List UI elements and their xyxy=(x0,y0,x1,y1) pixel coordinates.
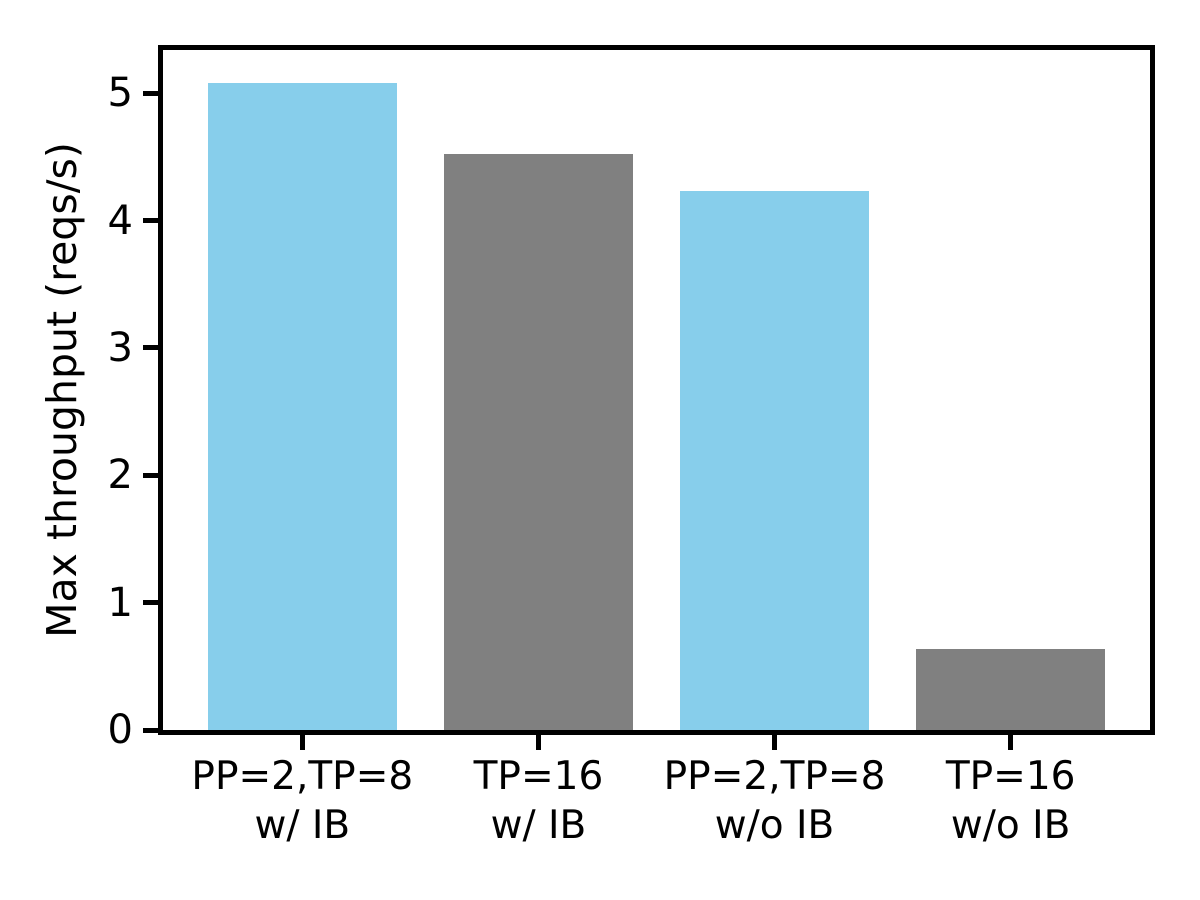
y-tick-mark-4 xyxy=(143,218,158,224)
y-tick-mark-3 xyxy=(143,345,158,351)
bar-3 xyxy=(916,648,1106,730)
x-tick-mark-1 xyxy=(535,735,541,750)
bar-1 xyxy=(443,154,633,730)
x-tick-mark-2 xyxy=(772,735,778,750)
x-tick-label-1: TP=16 w/ IB xyxy=(473,754,604,848)
bar-2 xyxy=(680,191,869,730)
x-tick-mark-0 xyxy=(299,735,305,750)
x-tick-mark-3 xyxy=(1008,735,1014,750)
y-tick-mark-2 xyxy=(143,472,158,478)
y-tick-label-0: 0 xyxy=(107,707,133,753)
y-tick-mark-5 xyxy=(143,90,158,96)
bar-0 xyxy=(207,83,397,730)
y-tick-label-3: 3 xyxy=(107,324,133,371)
x-tick-label-2: PP=2,TP=8 w/o IB xyxy=(663,754,886,848)
y-tick-label-5: 5 xyxy=(107,70,133,117)
y-tick-label-4: 4 xyxy=(107,197,133,244)
x-tick-label-3: TP=16 w/o IB xyxy=(945,754,1076,848)
y-tick-label-2: 2 xyxy=(107,452,133,499)
x-tick-label-0: PP=2,TP=8 w/ IB xyxy=(191,754,414,848)
y-tick-mark-1 xyxy=(143,600,158,606)
plot-area xyxy=(158,45,1155,735)
y-tick-label-1: 1 xyxy=(107,579,133,626)
y-tick-mark-0 xyxy=(143,727,158,733)
